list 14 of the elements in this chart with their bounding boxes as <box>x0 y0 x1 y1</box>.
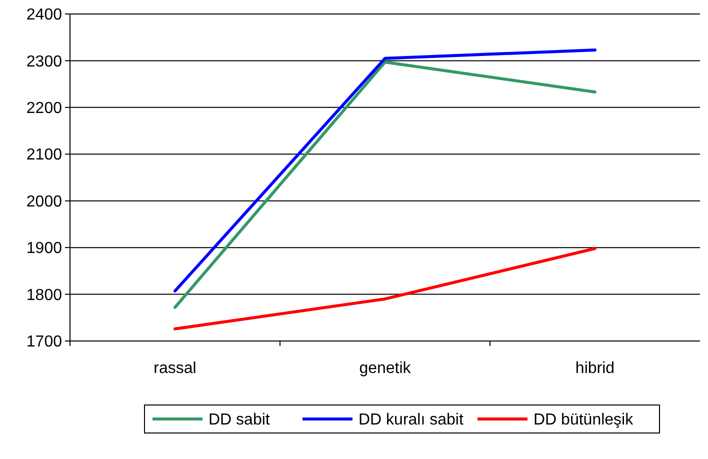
legend-label: DD sabit <box>208 412 270 429</box>
y-tick-label: 1900 <box>26 240 62 258</box>
x-tick-label: genetik <box>359 360 412 377</box>
y-tick-label: 2200 <box>26 100 62 118</box>
y-tick-label: 1700 <box>26 334 62 351</box>
y-tick-label: 2000 <box>26 193 62 210</box>
y-tick-label: 1800 <box>26 286 62 304</box>
x-tick-label: rassal <box>154 360 196 377</box>
legend-label: DD bütünleşik <box>534 412 634 429</box>
y-tick-label: 2300 <box>26 53 62 70</box>
legend-label: DD kuralı sabit <box>358 412 464 429</box>
x-tick-label: hibrid <box>575 360 615 377</box>
y-tick-label: 2400 <box>26 6 62 24</box>
y-tick-label: 2100 <box>26 146 62 164</box>
